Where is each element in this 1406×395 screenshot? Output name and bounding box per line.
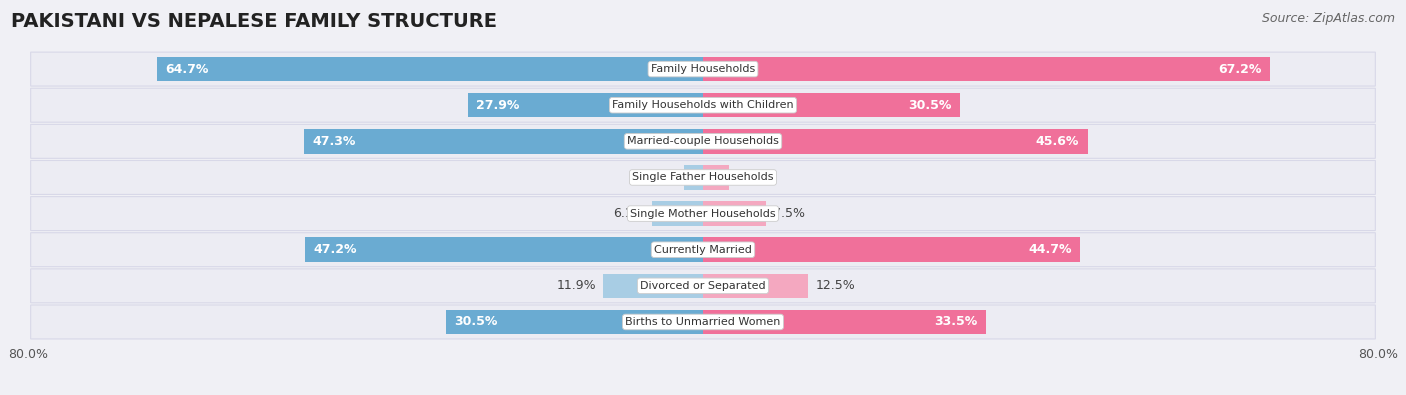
Text: 12.5%: 12.5% [815,279,855,292]
FancyBboxPatch shape [31,269,1375,303]
FancyBboxPatch shape [31,160,1375,194]
Text: 6.1%: 6.1% [613,207,645,220]
Text: 2.3%: 2.3% [645,171,676,184]
Text: 44.7%: 44.7% [1028,243,1071,256]
Text: Family Households with Children: Family Households with Children [612,100,794,110]
Bar [703,237,1080,262]
Text: Single Father Households: Single Father Households [633,173,773,182]
Text: Source: ZipAtlas.com: Source: ZipAtlas.com [1261,12,1395,25]
Bar [703,165,730,190]
Text: Family Households: Family Households [651,64,755,74]
Bar [683,165,703,190]
Text: 30.5%: 30.5% [454,316,498,329]
Bar [703,57,1270,81]
Bar [703,274,808,298]
Text: 11.9%: 11.9% [557,279,596,292]
Text: 33.5%: 33.5% [934,316,977,329]
Text: 7.5%: 7.5% [773,207,806,220]
Text: 64.7%: 64.7% [166,62,209,75]
Bar [651,201,703,226]
Text: 30.5%: 30.5% [908,99,952,112]
Text: Currently Married: Currently Married [654,245,752,255]
Text: Single Mother Households: Single Mother Households [630,209,776,218]
Bar [703,93,960,117]
Text: 45.6%: 45.6% [1036,135,1080,148]
Bar [305,237,703,262]
Text: 27.9%: 27.9% [477,99,519,112]
Bar [703,310,986,334]
Text: Births to Unmarried Women: Births to Unmarried Women [626,317,780,327]
Bar [703,201,766,226]
Bar [703,129,1088,154]
FancyBboxPatch shape [31,124,1375,158]
Bar [446,310,703,334]
Bar [304,129,703,154]
Text: PAKISTANI VS NEPALESE FAMILY STRUCTURE: PAKISTANI VS NEPALESE FAMILY STRUCTURE [11,12,498,31]
Text: 47.3%: 47.3% [312,135,356,148]
FancyBboxPatch shape [31,305,1375,339]
FancyBboxPatch shape [31,88,1375,122]
Text: 3.1%: 3.1% [735,171,768,184]
FancyBboxPatch shape [31,197,1375,231]
Text: 47.2%: 47.2% [314,243,357,256]
Text: 67.2%: 67.2% [1218,62,1261,75]
FancyBboxPatch shape [31,52,1375,86]
Text: Married-couple Households: Married-couple Households [627,136,779,146]
Bar [603,274,703,298]
Bar [468,93,703,117]
Bar [157,57,703,81]
Text: Divorced or Separated: Divorced or Separated [640,281,766,291]
FancyBboxPatch shape [31,233,1375,267]
